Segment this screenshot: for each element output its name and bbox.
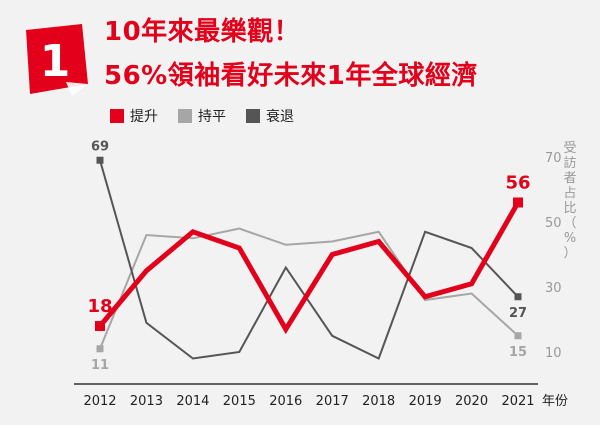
legend-label-flat: 持平 <box>198 109 226 125</box>
x-tick-label-2013: 2013 <box>130 394 163 409</box>
x-tick-label-2014: 2014 <box>176 394 209 409</box>
marker-flat-2021 <box>514 332 522 340</box>
x-tick-label-2016: 2016 <box>269 394 302 409</box>
y-tick-label-10: 10 <box>545 346 562 361</box>
title-line1: 10年來最樂觀！ <box>104 17 301 47</box>
badge-shape <box>26 24 88 94</box>
marker-down-2021 <box>514 293 522 301</box>
legend-label-down: 衰退 <box>266 109 294 125</box>
number-badge: 1 <box>26 24 88 96</box>
data-label-flat-2012: 11 <box>91 358 109 373</box>
series-line-flat <box>99 227 519 350</box>
legend-swatch-flat <box>178 109 192 123</box>
legend-item-down: 衰退 <box>246 106 294 126</box>
data-label-down-2021: 27 <box>509 306 527 321</box>
legend: 提升 持平 衰退 <box>110 106 314 126</box>
legend-swatch-up <box>110 109 124 123</box>
badge-fold <box>66 82 88 96</box>
x-tick-label-2012: 2012 <box>83 394 116 409</box>
x-tick-label-2019: 2019 <box>409 394 442 409</box>
y-tick-label-30: 30 <box>545 281 562 296</box>
marker-up-2012 <box>95 321 105 331</box>
x-tick-label-2015: 2015 <box>223 394 256 409</box>
x-tick-label-2017: 2017 <box>316 394 349 409</box>
y-tick-label-50: 50 <box>545 216 562 231</box>
y-axis-label: 受訪者占比（%） <box>563 141 576 261</box>
legend-label-up: 提升 <box>130 109 158 125</box>
series-line-down <box>99 160 519 360</box>
marker-up-2021 <box>513 197 523 208</box>
title-line2: 56%領袖看好未來1年全球經濟 <box>104 61 478 91</box>
legend-item-flat: 持平 <box>178 106 226 126</box>
series-line-up <box>98 201 521 335</box>
legend-item-up: 提升 <box>110 106 158 126</box>
data-label-down-2012: 69 <box>91 139 109 154</box>
x-axis-label: 年份 <box>542 394 568 409</box>
data-label-flat-2021: 15 <box>509 345 527 360</box>
data-label-up-2021: 56 <box>505 173 530 194</box>
data-label-up-2012: 18 <box>87 296 112 317</box>
y-tick-label-70: 70 <box>545 151 562 166</box>
x-tick-label-2018: 2018 <box>362 394 395 409</box>
legend-swatch-down <box>246 109 260 123</box>
marker-flat-2012 <box>96 345 104 353</box>
marker-down-2012 <box>96 156 104 164</box>
x-tick-label-2020: 2020 <box>455 394 488 409</box>
x-tick-label-2021: 2021 <box>501 394 534 409</box>
badge-number: 1 <box>40 36 71 87</box>
